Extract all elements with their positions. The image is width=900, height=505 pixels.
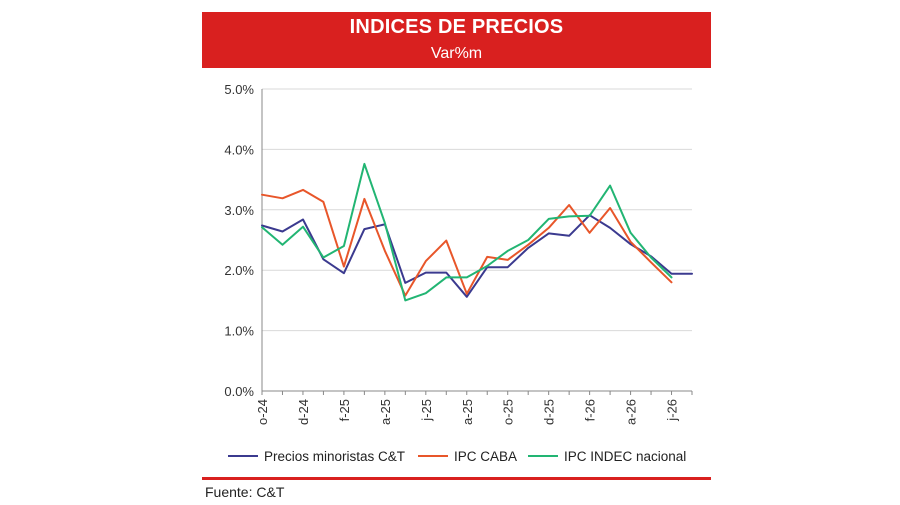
legend-label-2: IPC CABA xyxy=(454,449,517,464)
x-tick-label: o-24 xyxy=(255,399,270,425)
x-tick-label: d-25 xyxy=(542,399,557,425)
y-tick-label: 3.0% xyxy=(224,203,254,218)
legend-label-1: Precios minoristas C&T xyxy=(264,449,405,464)
series-line-2 xyxy=(261,188,673,297)
series-line-1 xyxy=(261,214,693,298)
x-tick-label: f-26 xyxy=(583,399,598,421)
line-chart: 0.0% 1.0% 2.0% 3.0% 4.0% 5.0% o-24 d-24 f-25 a-25… xyxy=(224,82,693,464)
legend-label-3: IPC INDEC nacional xyxy=(564,449,686,464)
title-banner: INDICES DE PRECIOS Var%m xyxy=(202,12,711,68)
y-tick-label: 4.0% xyxy=(224,142,254,157)
y-tick-label: 2.0% xyxy=(224,263,254,278)
source-note: Fuente: C&T xyxy=(205,484,285,500)
x-tick-label: f-25 xyxy=(337,399,352,421)
x-tick-label: a-25 xyxy=(460,399,475,425)
y-tick-label: 5.0% xyxy=(224,82,254,97)
series-line-3 xyxy=(261,162,673,302)
x-tick-label: o-25 xyxy=(501,399,516,425)
x-tick-label: j-25 xyxy=(419,399,434,422)
y-tick-label: 0.0% xyxy=(224,384,254,399)
chart-title: INDICES DE PRECIOS xyxy=(349,16,564,38)
x-tick-label: a-25 xyxy=(378,399,393,425)
x-tick-label: a-26 xyxy=(624,399,639,425)
x-tick-label: j-26 xyxy=(665,399,680,422)
chart-subtitle: Var%m xyxy=(430,45,483,62)
x-tick-label: d-24 xyxy=(296,399,311,425)
y-tick-label: 1.0% xyxy=(224,324,254,339)
footer-divider xyxy=(202,477,711,480)
